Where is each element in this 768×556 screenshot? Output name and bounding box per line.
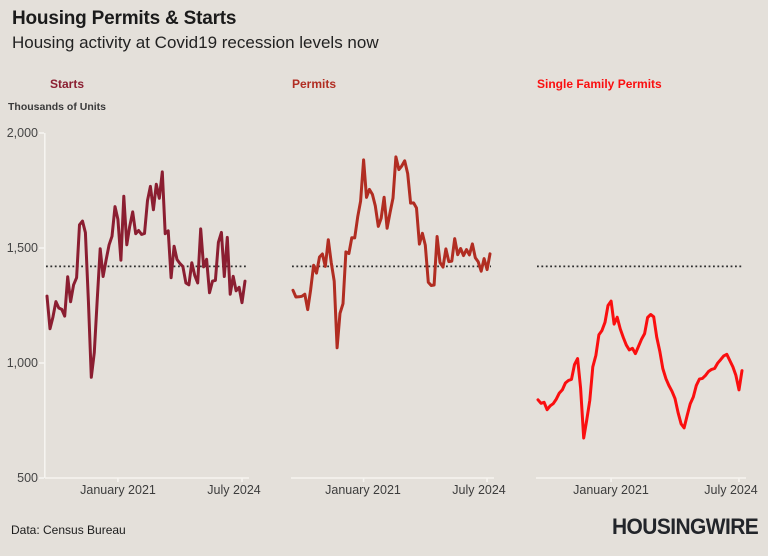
panel-title-single-family-permits: Single Family Permits <box>537 77 662 91</box>
page-title: Housing Permits & Starts <box>12 8 237 29</box>
permits-line-chart <box>291 155 494 482</box>
y-tick-label-1000: 1,000 <box>6 356 38 370</box>
x-tick-label: January 2021 <box>325 483 401 497</box>
housingwire-logo: HOUSINGWIRE <box>611 514 759 539</box>
y-tick-label-2000: 2,000 <box>6 126 38 140</box>
x-tick-label: January 2021 <box>80 483 156 497</box>
panel-title-permits: Permits <box>292 77 337 91</box>
y-axis-units-label: Thousands of Units <box>8 101 106 113</box>
x-tick-label: January 2021 <box>573 483 649 497</box>
x-tick-label: July 2024 <box>452 483 506 497</box>
page-subtitle: Housing activity at Covid19 recession le… <box>12 33 379 52</box>
panel-title-starts: Starts <box>50 77 85 91</box>
x-tick-label: July 2024 <box>704 483 758 497</box>
x-tick-label: July 2024 <box>207 483 261 497</box>
y-tick-label-1500: 1,500 <box>6 241 38 255</box>
data-source-credit: Data: Census Bureau <box>11 523 126 537</box>
starts-line-chart <box>39 132 249 482</box>
y-tick-label-500: 500 <box>17 471 38 485</box>
single-family-permits-line-chart <box>536 265 746 482</box>
